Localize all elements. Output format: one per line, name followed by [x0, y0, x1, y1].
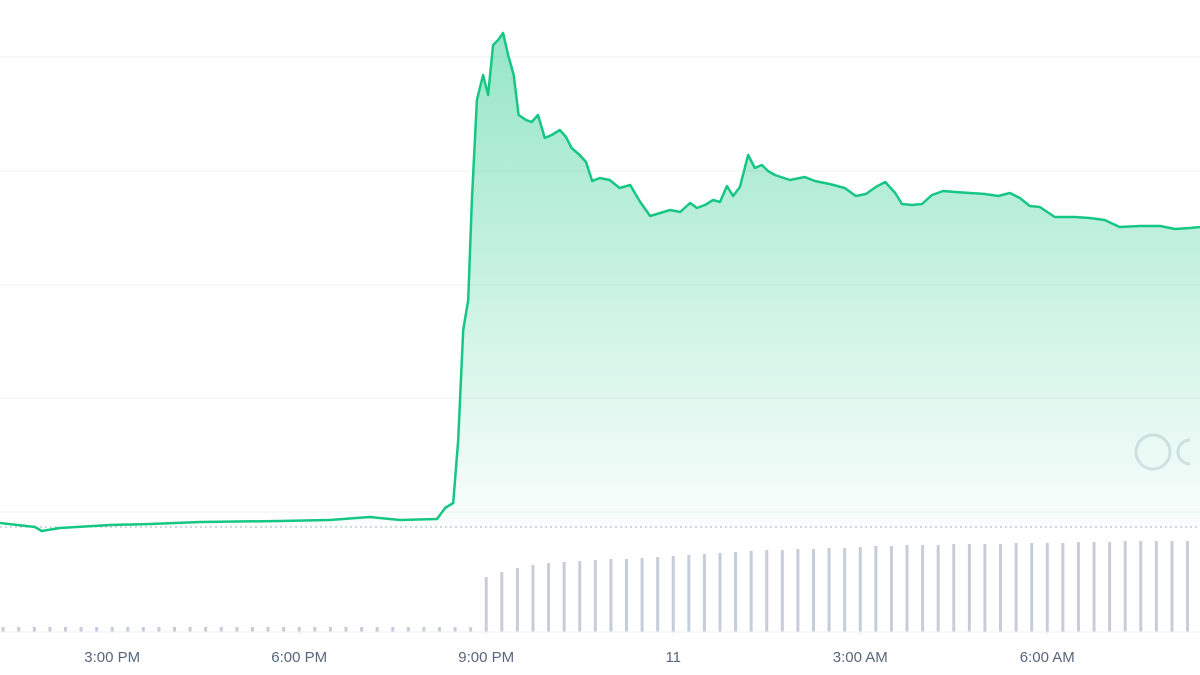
volume-bar	[328, 627, 332, 632]
volume-bar	[547, 563, 551, 632]
volume-bar	[1139, 541, 1143, 632]
volume-bar	[360, 627, 364, 632]
volume-bar	[1092, 542, 1096, 632]
volume-bar	[1186, 541, 1190, 632]
volume-bar	[1154, 541, 1158, 632]
volume-bar	[983, 544, 987, 632]
volume-bar	[578, 561, 582, 632]
volume-bar	[126, 627, 130, 632]
volume-bar	[967, 544, 971, 632]
volume-bar	[422, 627, 426, 632]
volume-bar	[1076, 542, 1080, 632]
x-tick-label: 9:00 PM	[458, 649, 514, 666]
volume-bar	[219, 627, 223, 632]
volume-bar	[780, 550, 784, 632]
volume-bar	[17, 627, 21, 632]
volume-bar	[453, 627, 457, 632]
volume-bar	[500, 572, 504, 632]
volume-bar	[391, 627, 395, 632]
volume-bar	[702, 554, 706, 632]
volume-bar	[1108, 542, 1112, 632]
volume-bar	[204, 627, 208, 632]
volume-bar	[718, 553, 722, 632]
volume-bar	[687, 555, 691, 632]
volume-bar	[282, 627, 286, 632]
volume-bar	[905, 545, 909, 632]
volume-bar	[593, 560, 597, 632]
volume-bar	[173, 627, 177, 632]
volume-bar	[531, 565, 535, 632]
volume-bar	[1061, 543, 1065, 632]
x-tick-label: 3:00 PM	[84, 649, 140, 666]
volume-bar	[141, 627, 145, 632]
price-line	[0, 31, 1200, 533]
volume-bar	[1, 627, 5, 632]
volume-bar	[936, 545, 940, 632]
volume-bar	[796, 549, 800, 632]
volume-bar	[827, 548, 831, 632]
volume-bar	[266, 627, 270, 632]
x-tick-label: 11	[665, 649, 681, 666]
volume-bar	[1123, 541, 1127, 632]
volume-bar	[921, 545, 925, 632]
volume-bar	[406, 627, 410, 632]
volume-bar	[437, 627, 441, 632]
volume-bar	[609, 559, 613, 632]
volume-bar	[250, 627, 254, 632]
volume-bar	[1045, 543, 1049, 632]
volume-bar	[749, 551, 753, 632]
volume-bar	[656, 557, 660, 632]
volume-bar	[734, 552, 738, 632]
x-tick-label: 6:00 AM	[1020, 649, 1075, 666]
volume-bar	[640, 558, 644, 632]
volume-bar	[624, 559, 628, 632]
volume-bar	[469, 627, 473, 632]
volume-bar	[157, 627, 161, 632]
volume-bar	[344, 627, 348, 632]
volume-bar	[235, 627, 239, 632]
volume-bar	[79, 627, 83, 632]
volume-bar	[671, 556, 675, 632]
volume-bar	[63, 627, 67, 632]
x-tick-label: 6:00 PM	[271, 649, 327, 666]
volume-bar	[1170, 541, 1174, 632]
volume-bar	[188, 627, 192, 632]
volume-bar	[515, 568, 519, 632]
area-fill	[0, 33, 1200, 531]
volume-bar	[95, 627, 99, 632]
volume-bar	[889, 546, 893, 632]
volume-bar	[874, 546, 878, 632]
volume-bar	[297, 627, 301, 632]
volume-bar	[110, 627, 114, 632]
volume-bar	[843, 548, 847, 632]
volume-bar	[999, 544, 1003, 632]
volume-bar	[375, 627, 379, 632]
volume-bar	[562, 562, 566, 632]
volume-bar	[812, 549, 816, 632]
volume-bar	[1014, 543, 1018, 632]
volume-bar	[1030, 543, 1034, 632]
volume-bar	[858, 547, 862, 632]
volume-bar	[484, 577, 488, 632]
volume-bar	[765, 550, 769, 632]
x-tick-label: 3:00 AM	[833, 649, 888, 666]
volume-bar	[313, 627, 317, 632]
volume-bar	[952, 544, 956, 632]
volume-bar	[32, 627, 36, 632]
volume-bar	[48, 627, 52, 632]
